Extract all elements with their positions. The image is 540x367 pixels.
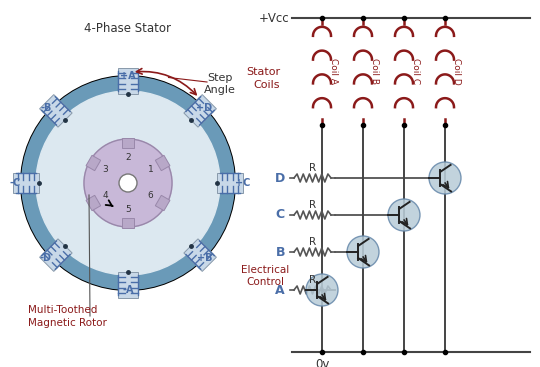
Text: R: R xyxy=(309,200,316,210)
Text: 0v: 0v xyxy=(315,358,329,367)
Polygon shape xyxy=(86,155,100,171)
Text: Coil B: Coil B xyxy=(370,58,379,84)
Text: A: A xyxy=(275,283,285,297)
Text: Electrical: Electrical xyxy=(241,265,289,275)
Text: Magnetic Rotor: Magnetic Rotor xyxy=(28,318,107,328)
Text: 4-Phase Stator: 4-Phase Stator xyxy=(84,22,172,34)
Text: R: R xyxy=(309,275,316,285)
Polygon shape xyxy=(118,68,138,94)
Text: Step: Step xyxy=(207,73,233,83)
Circle shape xyxy=(347,236,379,268)
Circle shape xyxy=(388,199,420,231)
Text: Coil C: Coil C xyxy=(411,58,420,84)
Text: +A: +A xyxy=(120,71,136,81)
Text: 3: 3 xyxy=(103,166,109,174)
Polygon shape xyxy=(156,155,170,171)
Text: -A: -A xyxy=(122,285,134,295)
Text: 1: 1 xyxy=(147,166,153,174)
Polygon shape xyxy=(122,218,134,228)
Text: Multi-Toothed: Multi-Toothed xyxy=(28,305,97,315)
Text: +C: +C xyxy=(235,178,251,188)
Text: +B: +B xyxy=(197,253,212,263)
Text: Coil A: Coil A xyxy=(329,58,338,84)
Text: Stator: Stator xyxy=(246,67,280,77)
Polygon shape xyxy=(184,95,217,127)
Text: 6: 6 xyxy=(147,192,153,200)
Text: +D: +D xyxy=(196,103,212,113)
Circle shape xyxy=(84,139,172,227)
Text: R: R xyxy=(309,163,316,173)
Text: -D: -D xyxy=(40,253,52,263)
Text: C: C xyxy=(276,208,285,222)
Text: Coils: Coils xyxy=(253,80,280,90)
Polygon shape xyxy=(118,272,138,298)
Circle shape xyxy=(429,162,461,194)
Polygon shape xyxy=(86,195,100,211)
Circle shape xyxy=(20,75,236,291)
Text: +Vcc: +Vcc xyxy=(258,11,289,25)
Polygon shape xyxy=(39,95,72,127)
Circle shape xyxy=(306,274,338,306)
Text: 5: 5 xyxy=(125,204,131,214)
Text: 2: 2 xyxy=(125,153,131,161)
Circle shape xyxy=(21,76,235,290)
Polygon shape xyxy=(39,239,72,271)
Circle shape xyxy=(36,91,220,275)
Text: -C: -C xyxy=(10,178,21,188)
Text: 4: 4 xyxy=(103,192,109,200)
Text: Control: Control xyxy=(246,277,284,287)
Polygon shape xyxy=(122,138,134,148)
Polygon shape xyxy=(156,195,170,211)
Text: D: D xyxy=(275,171,285,185)
Text: Coil D: Coil D xyxy=(452,58,461,85)
Polygon shape xyxy=(184,239,217,271)
Circle shape xyxy=(119,174,137,192)
Polygon shape xyxy=(217,173,243,193)
Text: Angle: Angle xyxy=(204,85,236,95)
Text: B: B xyxy=(275,246,285,258)
Text: -B: -B xyxy=(40,103,52,113)
Text: R: R xyxy=(309,237,316,247)
Polygon shape xyxy=(13,173,39,193)
